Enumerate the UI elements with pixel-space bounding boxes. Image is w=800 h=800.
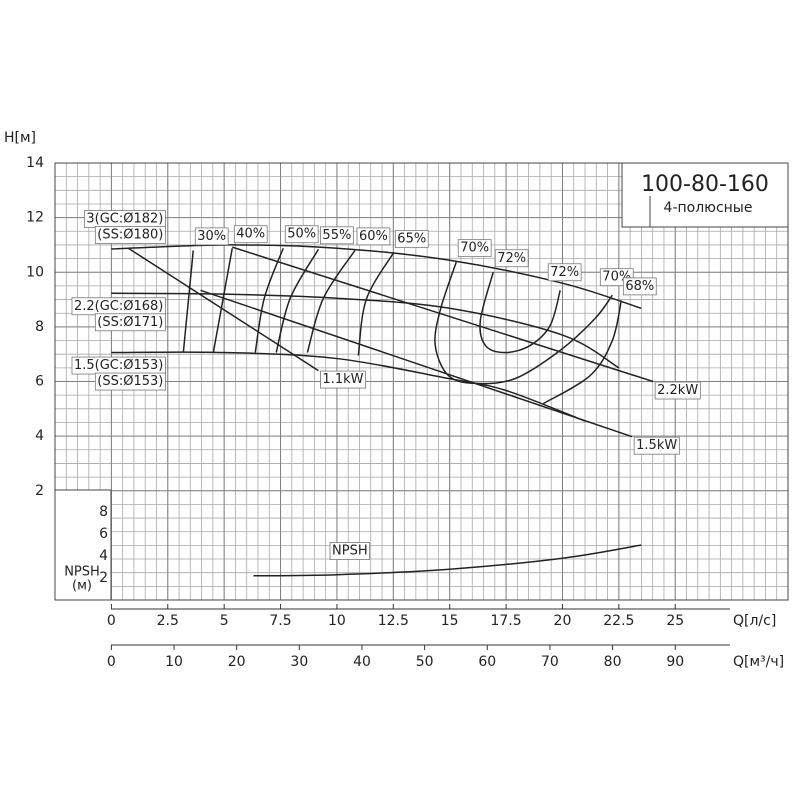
power-label-box bbox=[320, 370, 367, 389]
efficiency-label-box bbox=[457, 239, 492, 258]
x2-tick-label: 0 bbox=[107, 654, 116, 670]
efficiency-label-box bbox=[494, 249, 529, 268]
efficiency-label: 65% bbox=[397, 232, 426, 247]
power-label-box bbox=[633, 436, 680, 455]
y-tick-label: 12 bbox=[26, 210, 44, 226]
y-tick-label: 2 bbox=[35, 483, 44, 499]
efficiency-label-box bbox=[284, 225, 319, 244]
plot-frame bbox=[54, 162, 789, 601]
efficiency-curve bbox=[542, 300, 623, 405]
y-tick-label: 4 bbox=[35, 428, 44, 444]
power-label-box bbox=[654, 381, 701, 400]
efficiency-label-box bbox=[233, 225, 268, 244]
power-label: 1.5kW bbox=[636, 438, 677, 453]
head-curve-label-box bbox=[94, 226, 166, 244]
efficiency-curve bbox=[212, 248, 234, 353]
chart-title: 100-80-160 bbox=[641, 172, 769, 197]
x-axis-label: Q[л/с] bbox=[733, 613, 776, 629]
plot bbox=[111, 244, 654, 577]
npsh-axis-box bbox=[54, 489, 112, 601]
head-curve bbox=[111, 351, 586, 422]
x-tick-label: 20 bbox=[554, 613, 572, 629]
npsh-curve bbox=[253, 544, 642, 577]
head-curve-label-box bbox=[94, 372, 166, 391]
power-label: 1.1kW bbox=[322, 372, 363, 387]
chart-subtitle: 4-полюсные bbox=[664, 200, 753, 216]
efficiency-curve bbox=[182, 250, 195, 353]
y-tick-label: 10 bbox=[26, 264, 44, 280]
x-tick-label: 7.5 bbox=[269, 613, 291, 629]
x2-tick-label: 40 bbox=[353, 654, 371, 670]
head-curve-label: 1.5(GC:Ø153) bbox=[74, 358, 163, 373]
efficiency-label: 70% bbox=[460, 241, 489, 256]
efficiency-label: 55% bbox=[322, 228, 351, 243]
x-tick-label: 5 bbox=[220, 613, 229, 629]
head-curve-label-box bbox=[94, 313, 166, 332]
y-tick-label: 14 bbox=[26, 155, 44, 171]
x2-tick-label: 60 bbox=[478, 654, 496, 670]
efficiency-curve bbox=[306, 249, 356, 353]
x2-tick-label: 70 bbox=[541, 654, 559, 670]
npsh-curve-label: NPSH bbox=[332, 544, 368, 559]
npsh-axis-label: NPSH bbox=[64, 565, 100, 580]
head-curve-label: (SS:Ø153) bbox=[97, 374, 163, 389]
power-curve bbox=[127, 247, 319, 372]
power-curve bbox=[200, 289, 633, 438]
x-tick-label: 25 bbox=[666, 613, 684, 629]
x2-tick-label: 30 bbox=[290, 654, 308, 670]
efficiency-curve bbox=[479, 272, 561, 354]
head-curve-label: 3(GC:Ø182) bbox=[86, 212, 163, 227]
efficiency-label-box bbox=[394, 230, 429, 249]
npsh-axis-label: (м) bbox=[72, 579, 92, 594]
efficiency-label-box bbox=[194, 227, 229, 246]
npsh-tick-label: 2 bbox=[99, 570, 108, 586]
x-tick-label: 2.5 bbox=[157, 613, 179, 629]
head-curve-label: (SS:Ø180) bbox=[97, 228, 163, 243]
efficiency-label-box bbox=[622, 277, 657, 296]
efficiency-label: 30% bbox=[197, 229, 226, 244]
efficiency-label: 68% bbox=[625, 279, 654, 294]
head-curve bbox=[111, 292, 620, 369]
efficiency-label-box bbox=[320, 226, 354, 245]
x-tick-label: 0 bbox=[107, 613, 116, 629]
efficiency-curve bbox=[275, 248, 320, 353]
x2-tick-label: 80 bbox=[604, 654, 622, 670]
efficiency-label: 72% bbox=[550, 265, 579, 280]
head-curve-label: (SS:Ø171) bbox=[97, 315, 163, 330]
power-label: 2.2kW bbox=[657, 383, 698, 398]
x-tick-label: 10 bbox=[328, 613, 346, 629]
efficiency-curve bbox=[254, 247, 284, 353]
npsh-tick-label: 8 bbox=[99, 504, 108, 520]
x-tick-label: 17.5 bbox=[490, 613, 521, 629]
power-curve bbox=[232, 246, 654, 383]
efficiency-label: 40% bbox=[236, 227, 265, 242]
y-tick-label: 6 bbox=[35, 374, 44, 390]
npsh-tick-label: 4 bbox=[99, 548, 108, 564]
x2-tick-label: 50 bbox=[416, 654, 434, 670]
x-tick-label: 15 bbox=[441, 613, 459, 629]
efficiency-label-box bbox=[547, 263, 582, 282]
efficiency-label: 60% bbox=[359, 229, 388, 244]
x2-tick-label: 90 bbox=[666, 654, 684, 670]
npsh-tick-label: 6 bbox=[99, 526, 108, 542]
y-tick-label: 8 bbox=[35, 319, 44, 335]
npsh-curve-label-box bbox=[329, 542, 370, 560]
efficiency-label-box bbox=[356, 227, 391, 246]
x2-axis-label: Q[м³/ч] bbox=[733, 654, 784, 670]
x-tick-label: 12.5 bbox=[378, 613, 409, 629]
head-curve-label: 2.2(GC:Ø168) bbox=[74, 299, 163, 314]
efficiency-label: 50% bbox=[287, 227, 316, 242]
x2-tick-label: 20 bbox=[228, 654, 246, 670]
y-axis-label: H[м] bbox=[4, 130, 36, 146]
x2-tick-label: 10 bbox=[165, 654, 183, 670]
efficiency-label: 72% bbox=[497, 251, 526, 266]
x-tick-label: 22.5 bbox=[603, 613, 634, 629]
